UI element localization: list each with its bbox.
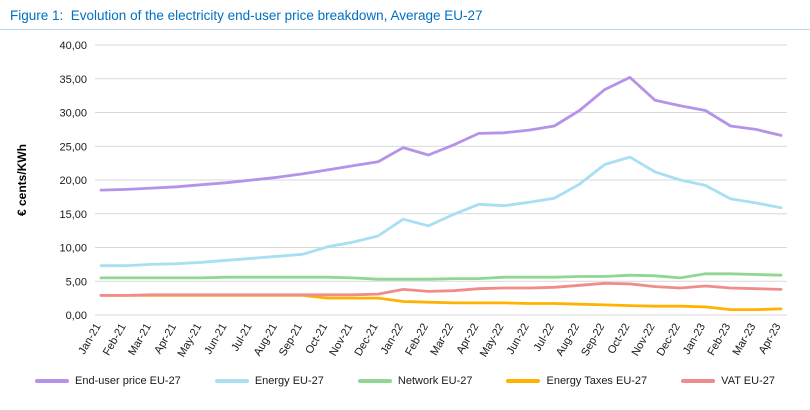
- svg-text:Jul-22: Jul-22: [532, 322, 557, 354]
- svg-text:Sep-22: Sep-22: [579, 322, 607, 359]
- svg-text:Aug-21: Aug-21: [252, 322, 280, 359]
- legend-item-end-user-price: End-user price EU-27: [35, 375, 181, 387]
- svg-text:Jan-22: Jan-22: [379, 322, 406, 357]
- svg-text:Oct-22: Oct-22: [606, 322, 633, 357]
- legend-item-energy: Energy EU-27: [215, 375, 324, 387]
- svg-text:Mar-21: Mar-21: [126, 322, 154, 358]
- svg-text:5,00: 5,00: [66, 276, 87, 288]
- svg-text:Apr-23: Apr-23: [757, 322, 784, 357]
- svg-text:Mar-22: Mar-22: [428, 322, 456, 358]
- price-breakdown-chart: 0,00 5,00 10,00 15,00 20,00 25,00 30,00 35,00 40…: [0, 30, 810, 375]
- svg-text:Dec-22: Dec-22: [655, 322, 683, 359]
- svg-text:40,00: 40,00: [59, 40, 87, 52]
- svg-text:€ cents/KWh: € cents/KWh: [15, 144, 29, 216]
- legend-line-marker: [215, 379, 249, 383]
- svg-text:30,00: 30,00: [59, 108, 87, 120]
- svg-text:Jan-23: Jan-23: [681, 322, 708, 357]
- chart-legend: End-user price EU-27 Energy EU-27 Networ…: [0, 375, 810, 387]
- legend-item-energy-taxes: Energy Taxes EU-27: [506, 375, 647, 387]
- legend-label: Energy EU-27: [255, 375, 324, 387]
- legend-line-marker: [358, 379, 392, 383]
- legend-line-marker: [681, 379, 715, 383]
- svg-text:20,00: 20,00: [59, 175, 87, 187]
- legend-line-marker: [35, 379, 69, 383]
- svg-text:0,00: 0,00: [66, 310, 87, 322]
- svg-text:10,00: 10,00: [59, 243, 87, 255]
- svg-text:Oct-21: Oct-21: [303, 322, 330, 357]
- svg-text:Apr-21: Apr-21: [152, 322, 179, 357]
- figure-title: Figure 1: Evolution of the electricity e…: [0, 0, 810, 23]
- svg-text:Jan-21: Jan-21: [76, 322, 103, 357]
- legend-line-marker: [506, 379, 540, 383]
- svg-text:Jun-22: Jun-22: [505, 322, 532, 357]
- legend-item-network: Network EU-27: [358, 375, 473, 387]
- legend-label: Network EU-27: [398, 375, 473, 387]
- svg-text:Sep-21: Sep-21: [277, 322, 305, 359]
- svg-text:35,00: 35,00: [59, 74, 87, 86]
- svg-text:25,00: 25,00: [59, 141, 87, 153]
- svg-text:Nov-22: Nov-22: [630, 322, 658, 359]
- svg-text:Jul-21: Jul-21: [229, 322, 254, 354]
- svg-text:May-21: May-21: [176, 322, 205, 360]
- svg-text:Feb-23: Feb-23: [705, 322, 733, 358]
- svg-text:Nov-21: Nov-21: [327, 322, 355, 359]
- figure-page: Figure 1: Evolution of the electricity e…: [0, 0, 810, 410]
- svg-text:May-22: May-22: [478, 322, 507, 360]
- svg-text:Feb-22: Feb-22: [403, 322, 431, 358]
- legend-label: Energy Taxes EU-27: [546, 375, 647, 387]
- svg-text:Feb-21: Feb-21: [101, 322, 129, 358]
- legend-label: End-user price EU-27: [75, 375, 181, 387]
- legend-label: VAT EU-27: [721, 375, 775, 387]
- legend-item-vat: VAT EU-27: [681, 375, 775, 387]
- svg-text:Dec-21: Dec-21: [353, 322, 381, 359]
- svg-text:Aug-22: Aug-22: [554, 322, 582, 359]
- svg-text:Apr-22: Apr-22: [454, 322, 481, 357]
- svg-text:Mar-23: Mar-23: [731, 322, 759, 358]
- svg-text:Jun-21: Jun-21: [202, 322, 229, 357]
- svg-text:15,00: 15,00: [59, 209, 87, 221]
